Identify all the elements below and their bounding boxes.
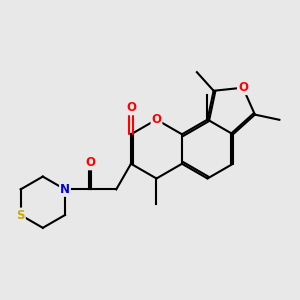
Text: O: O — [152, 113, 161, 126]
Text: O: O — [238, 81, 248, 94]
Text: S: S — [16, 208, 25, 221]
Text: N: N — [60, 183, 70, 196]
Text: O: O — [126, 101, 136, 114]
Text: O: O — [85, 156, 96, 170]
